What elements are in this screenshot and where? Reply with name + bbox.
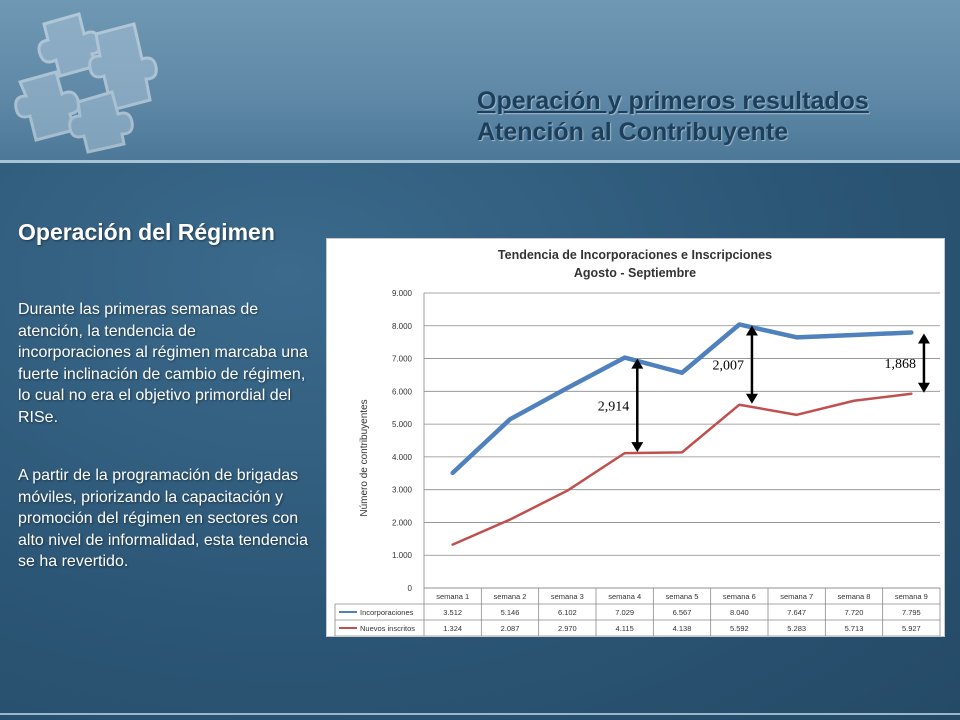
paragraph-1: Durante las primeras semanas de atención… xyxy=(18,301,308,426)
annotation-arrow-head xyxy=(745,393,758,404)
data-label: 4.138 xyxy=(673,624,692,633)
y-tick-label: 4.000 xyxy=(392,453,413,462)
data-label: 2.087 xyxy=(501,624,520,633)
line-chart: Tendencia de Incorporaciones e Inscripci… xyxy=(334,248,941,636)
y-tick-label: 8.000 xyxy=(392,322,413,331)
annotation-arrow-head xyxy=(917,382,930,393)
x-tick-label: semana 7 xyxy=(780,592,813,601)
annotation-label: 2,914 xyxy=(598,399,630,414)
data-label: 5.283 xyxy=(787,624,806,633)
x-tick-label: semana 1 xyxy=(436,592,469,601)
y-tick-label: 5.000 xyxy=(392,420,413,429)
y-axis-label: Número de contribuyentes xyxy=(359,399,370,516)
y-tick-label: 1.000 xyxy=(392,551,413,560)
chart-title-line2: Agosto - Septiembre xyxy=(574,266,696,280)
data-label: 3.512 xyxy=(443,608,462,617)
y-tick-label: 6.000 xyxy=(392,387,413,396)
y-tick-label: 0 xyxy=(408,584,413,593)
header-title-line1: Operación y primeros resultados xyxy=(477,87,869,115)
series-line-2 xyxy=(451,392,913,546)
data-label: 8.040 xyxy=(730,608,749,617)
data-label: 5.713 xyxy=(845,624,864,633)
bottom-divider xyxy=(0,713,960,715)
data-label: 1.324 xyxy=(443,624,462,633)
y-tick-label: 2.000 xyxy=(392,518,413,527)
data-label: 6.567 xyxy=(673,608,692,617)
x-tick-label: semana 6 xyxy=(723,592,756,601)
y-tick-label: 3.000 xyxy=(392,486,413,495)
chart-container: Tendencia de Incorporaciones e Inscripci… xyxy=(326,238,945,637)
paragraph-2: A partir de la programación de brigadas … xyxy=(18,467,308,570)
annotation-arrow-head xyxy=(917,333,930,344)
section-title: Operación del Régimen xyxy=(18,219,275,245)
data-label: 5.927 xyxy=(902,624,921,633)
y-tick-label: 7.000 xyxy=(392,355,413,364)
series-line-1 xyxy=(450,322,914,476)
header-band xyxy=(0,0,960,163)
annotation-label: 2,007 xyxy=(712,359,744,374)
data-label: 7.720 xyxy=(845,608,864,617)
legend-label: Nuevos inscritos xyxy=(360,624,415,633)
y-tick-label: 9.000 xyxy=(392,289,413,298)
data-label: 5.592 xyxy=(730,624,749,633)
header-title: Operación y primeros resultados Atención… xyxy=(477,86,869,148)
annotation-arrow-head xyxy=(631,442,644,453)
data-label: 7.647 xyxy=(787,608,806,617)
annotation-arrow-head xyxy=(745,325,758,336)
data-label: 4.115 xyxy=(616,624,634,633)
annotation-arrow-head xyxy=(631,358,644,369)
x-tick-label: semana 5 xyxy=(666,592,699,601)
data-label: 7.795 xyxy=(902,608,921,617)
legend-label: Incorporaciones xyxy=(360,608,414,617)
data-label: 2.970 xyxy=(558,624,577,633)
annotation-label: 1,868 xyxy=(884,357,916,372)
puzzle-logo-icon xyxy=(14,12,158,154)
x-tick-label: semana 8 xyxy=(838,592,871,601)
chart-title-line1: Tendencia de Incorporaciones e Inscripci… xyxy=(498,248,772,262)
data-label: 5.146 xyxy=(501,608,520,617)
x-tick-label: semana 2 xyxy=(494,592,527,601)
x-tick-label: semana 4 xyxy=(608,592,641,601)
x-tick-label: semana 3 xyxy=(551,592,584,601)
data-label: 7.029 xyxy=(615,608,634,617)
data-label: 6.102 xyxy=(558,608,577,617)
header-title-line2: Atención al Contribuyente xyxy=(477,118,789,146)
x-tick-label: semana 9 xyxy=(895,592,928,601)
